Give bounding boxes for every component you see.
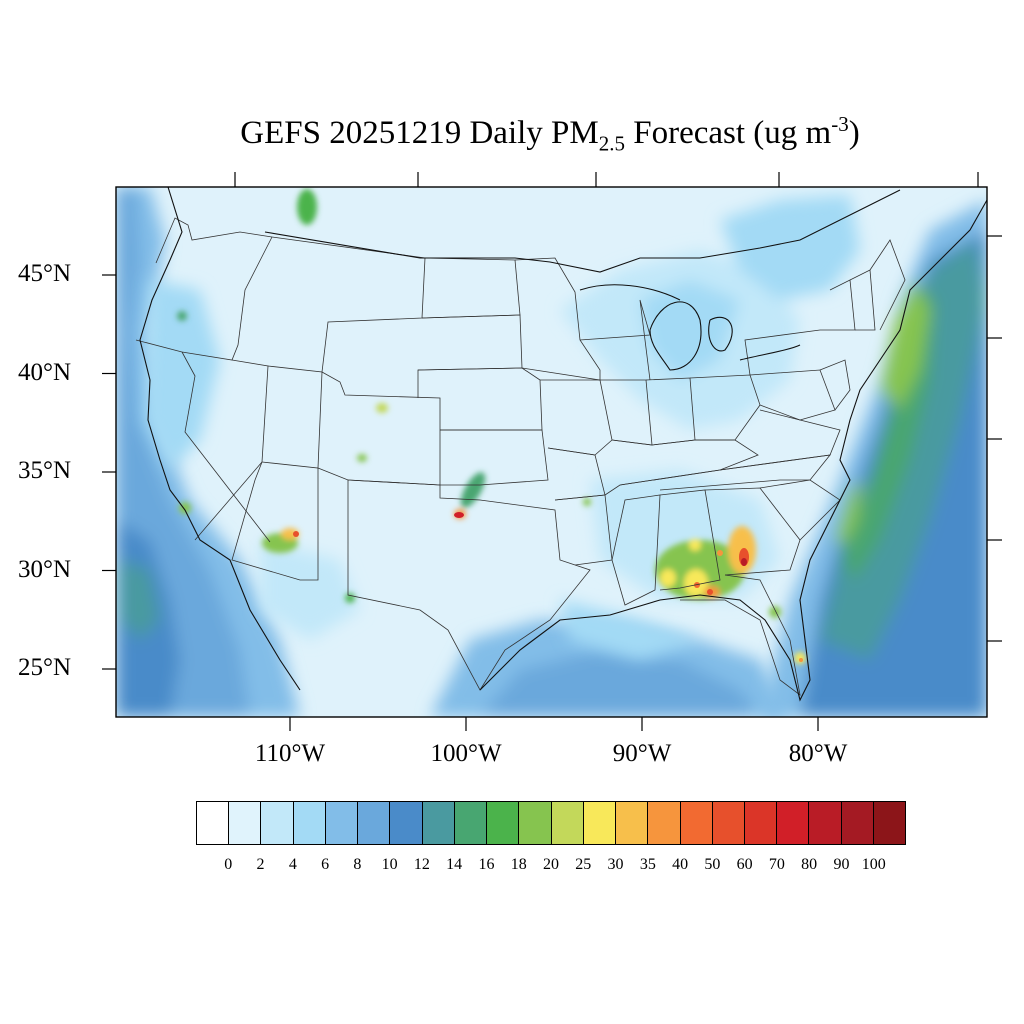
colorbar-swatch [422,802,455,844]
colorbar-swatch [197,802,230,844]
longitude-label: 90°W [612,740,672,767]
colorbar-swatch [583,802,617,844]
longitude-label: 80°W [788,740,848,767]
colorbar-label: 60 [736,856,753,873]
colorbar-swatch [551,802,584,844]
colorbar-swatch [454,802,488,844]
latitude-label: 45°N [18,260,72,287]
colorbar-swatch [487,802,520,844]
colorbar-label: 30 [607,856,624,873]
longitude-label: 100°W [430,740,502,767]
colorbar-label: 20 [543,856,559,873]
coastlines [139,187,987,702]
colorbar-swatch [680,802,713,844]
colorbar-swatch [744,802,778,844]
latitude-label: 35°N [18,457,72,484]
colorbar-label: 18 [510,856,527,873]
colorbar-swatch [873,802,906,844]
colorbar-label: 100 [861,856,886,873]
colorbar-label: 16 [478,856,495,873]
latitude-label: 30°N [18,555,72,583]
colorbar-swatch [841,802,874,844]
colorbar-label: 12 [413,856,430,873]
colorbar-swatch [777,802,810,844]
colorbar-label: 40 [672,856,689,873]
colorbar-swatch [616,802,649,844]
colorbar-label: 25 [575,856,592,873]
latitude-label: 40°N [18,358,72,386]
colorbar [196,801,906,845]
map-frame [115,186,988,718]
colorbar-label: 90 [833,856,850,873]
colorbar-swatch [519,802,552,844]
colorbar-swatch [325,802,359,844]
axis-ticks [102,172,1002,731]
colorbar-label: 8 [353,856,362,873]
colorbar-label: 6 [321,856,330,873]
colorbar-label: 0 [224,856,233,873]
colorbar-swatch [293,802,326,844]
colorbar-label: 14 [446,856,463,873]
colorbar-swatch [229,802,262,844]
hotspot-cores [293,512,803,662]
colorbar-label: 2 [256,856,265,873]
latitude-label: 25°N [18,654,72,681]
map-field [116,187,987,717]
colorbar-label: 80 [801,856,818,873]
colorbar-label: 70 [768,856,785,873]
colorbar-label: 4 [288,856,297,873]
colorbar-label: 35 [639,856,656,873]
longitude-label: 110°W [254,740,326,767]
colorbar-swatch [648,802,681,844]
hotspots [177,189,806,664]
map-title: GEFS 20251219 Daily PM2.5 Forecast (ug m… [240,112,860,156]
colorbar-label: 50 [704,856,721,873]
colorbar-swatch [712,802,745,844]
atlantic-field [760,200,987,717]
gulf-field [430,620,790,717]
colorbar-swatch [390,802,423,844]
pacific-field [116,187,300,717]
colorbar-swatch [809,802,842,844]
state-boundaries [135,217,906,696]
colorbar-swatch [261,802,294,844]
colorbar-swatch [358,802,391,844]
colorbar-label: 10 [381,856,398,873]
